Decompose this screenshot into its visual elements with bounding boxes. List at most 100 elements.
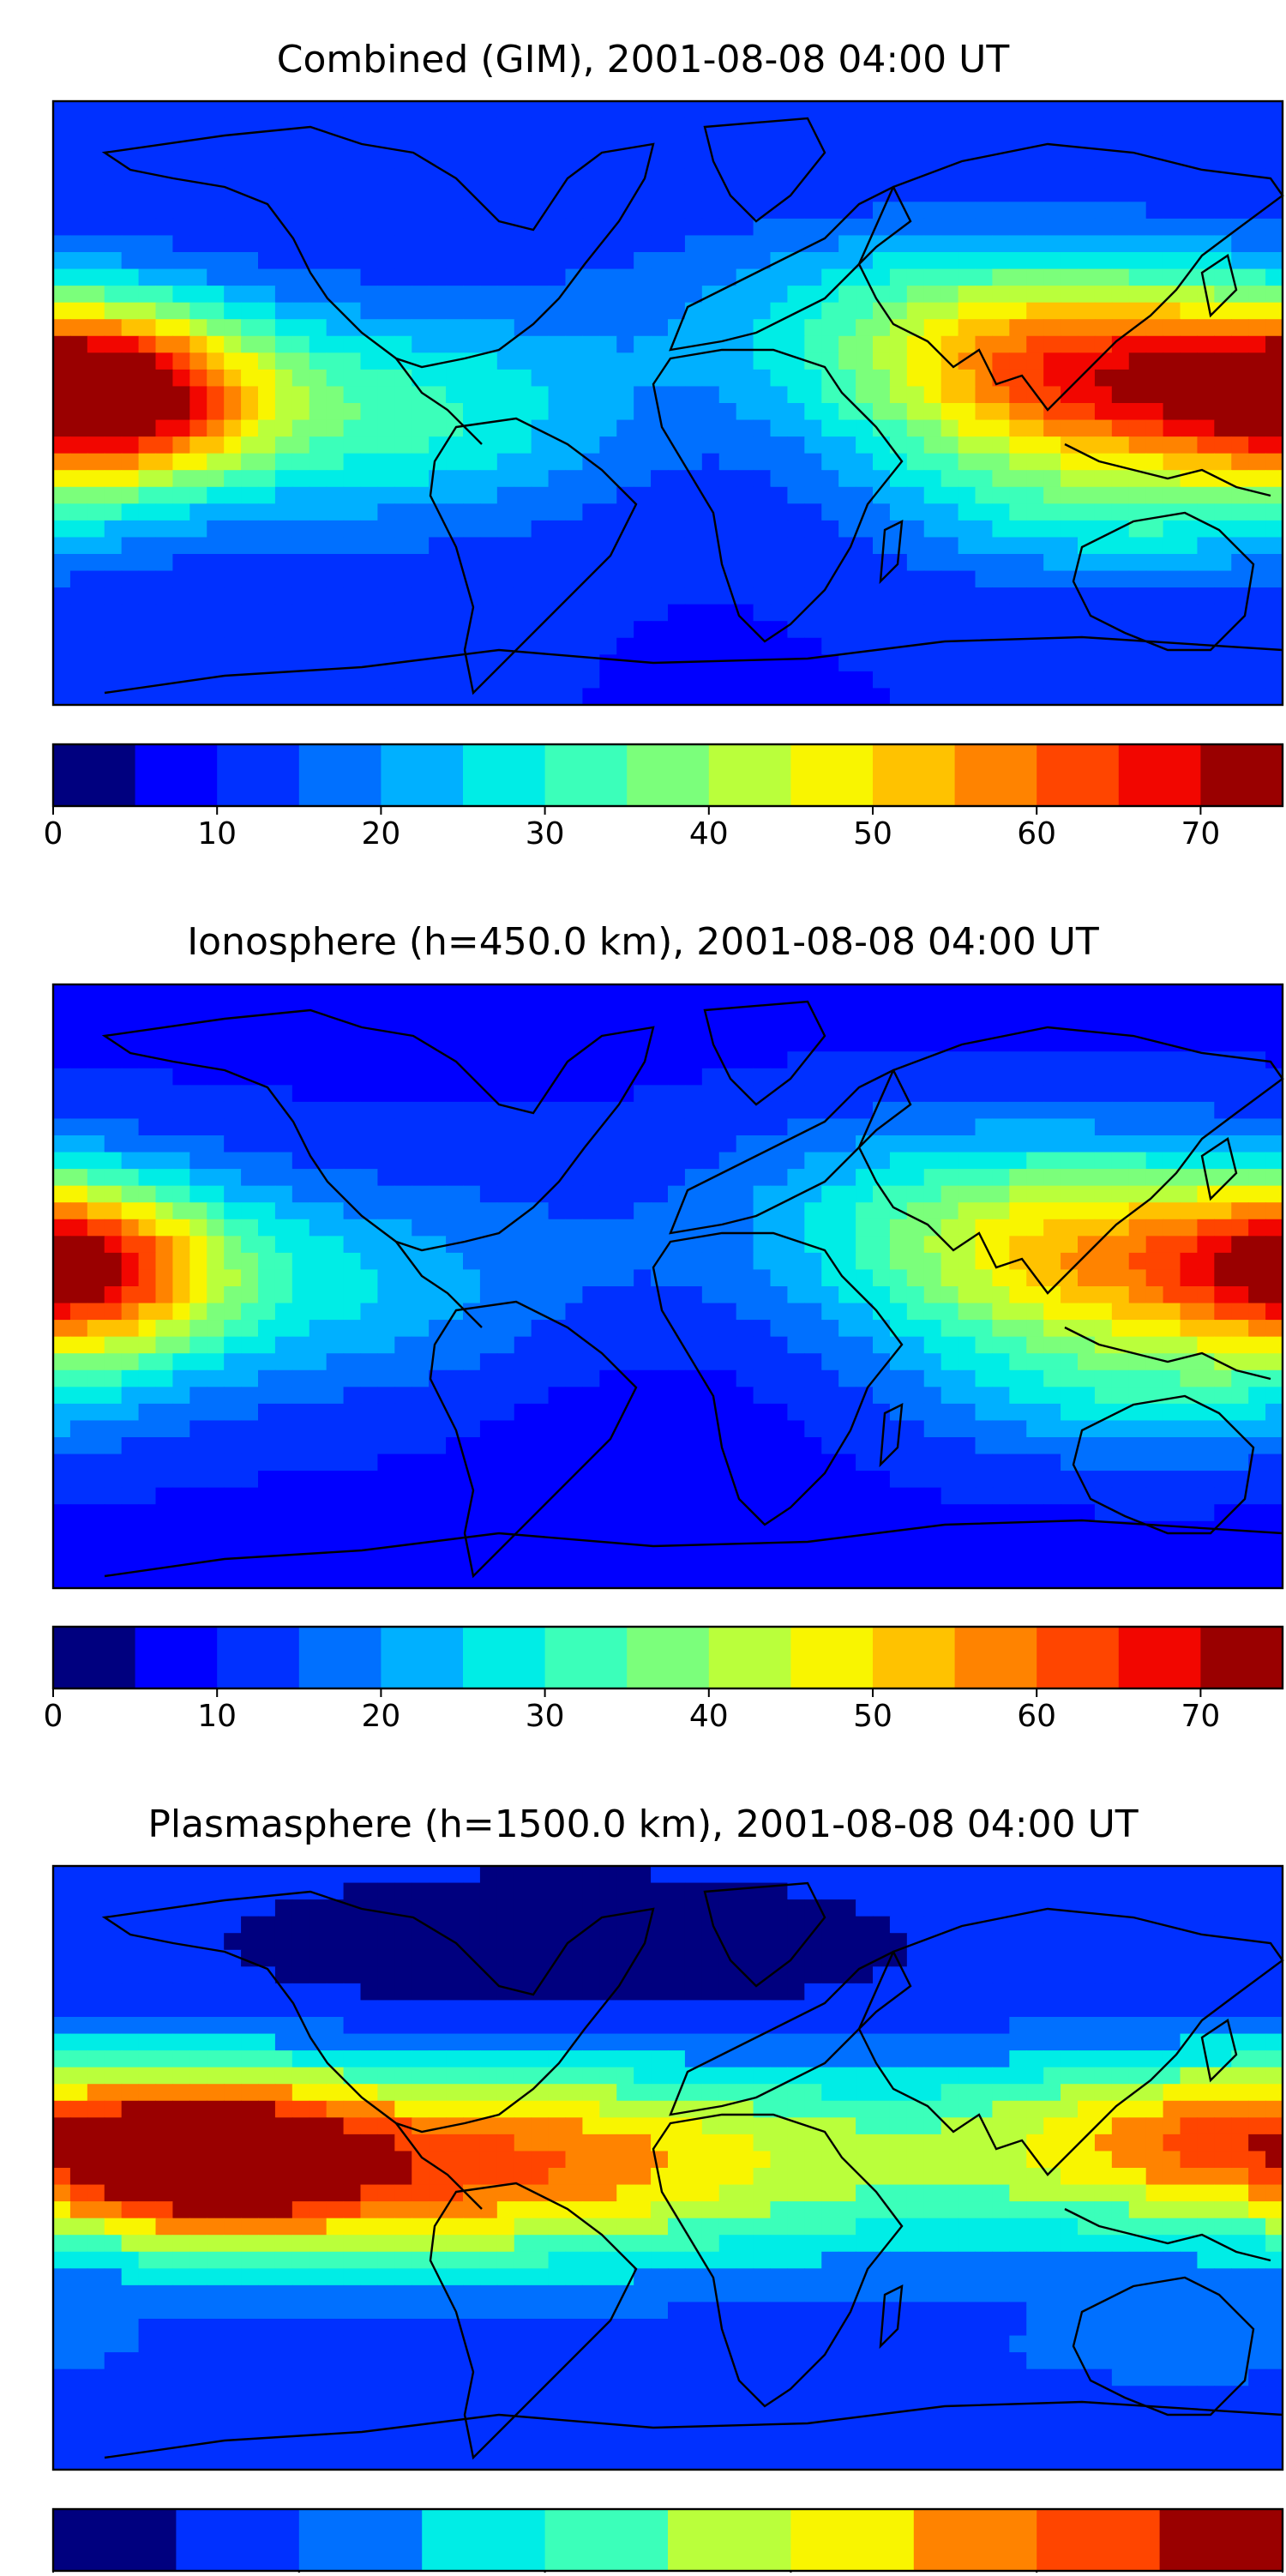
- heat-cell: [685, 1269, 703, 1286]
- heat-cell: [344, 101, 362, 118]
- heat-cell: [1026, 521, 1044, 538]
- heat-cell: [907, 352, 925, 370]
- heat-cell: [1043, 1253, 1061, 1270]
- heat-cell: [821, 269, 839, 286]
- heat-cell: [566, 1437, 584, 1454]
- heat-cell: [1231, 1504, 1249, 1521]
- heat-cell: [429, 1018, 447, 1035]
- heat-cell: [992, 319, 1010, 336]
- heat-cell: [189, 1353, 207, 1370]
- heat-cell: [941, 521, 959, 538]
- heat-cell: [70, 587, 88, 605]
- heat-cell: [172, 1051, 190, 1068]
- heat-cell: [514, 587, 532, 605]
- heat-cell: [1112, 1085, 1130, 1102]
- heat-cell: [582, 1068, 600, 1086]
- heat-cell: [1078, 303, 1096, 320]
- heat-cell: [446, 1269, 464, 1286]
- heat-cell: [1009, 1337, 1027, 1354]
- heat-cell: [70, 487, 88, 504]
- heat-cell: [87, 1102, 105, 1119]
- heat-cell: [1112, 487, 1130, 504]
- heat-cell: [958, 1186, 977, 1203]
- heat-cell: [941, 1420, 959, 1437]
- heat-cell: [122, 1320, 140, 1337]
- heat-cell: [856, 386, 874, 403]
- heat-cell: [634, 303, 652, 320]
- heat-cell: [651, 1219, 669, 1237]
- heat-cell: [771, 587, 789, 605]
- heat-cell: [1248, 503, 1266, 521]
- heat-cell: [172, 370, 190, 387]
- heat-cell: [1214, 403, 1232, 420]
- heat-cell: [634, 671, 652, 689]
- heat-cell: [924, 286, 942, 303]
- heat-cell: [1078, 202, 1096, 219]
- heat-cell: [754, 621, 772, 638]
- heat-cell: [53, 1169, 71, 1186]
- heat-cell: [685, 1118, 703, 1135]
- heat-cell: [53, 537, 71, 554]
- heat-cell: [1009, 671, 1027, 689]
- heat-cell: [480, 135, 498, 152]
- heat-cell: [105, 1437, 123, 1454]
- heat-cell: [1181, 1202, 1199, 1219]
- heat-cell: [582, 1085, 600, 1102]
- heat-cell: [856, 1051, 874, 1068]
- heat-cell: [1009, 1219, 1027, 1237]
- heat-cell: [172, 554, 190, 571]
- heat-cell: [1231, 688, 1249, 705]
- heat-cell: [105, 420, 123, 437]
- heat-cell: [1061, 202, 1079, 219]
- heat-cell: [361, 436, 379, 454]
- colorbar-tick-label: 40: [689, 816, 729, 852]
- heat-cell: [429, 1253, 447, 1270]
- heat-cell: [327, 537, 345, 554]
- heat-cell: [377, 454, 395, 471]
- heat-cell: [361, 1521, 379, 1538]
- heat-cell: [1214, 654, 1232, 671]
- heat-cell: [1095, 571, 1113, 588]
- heat-cell: [139, 1035, 157, 1052]
- heat-cell: [497, 420, 515, 437]
- heat-cell: [582, 1202, 600, 1219]
- heat-cell: [497, 571, 515, 588]
- heat-cell: [616, 336, 634, 353]
- heat-cell: [1095, 1051, 1113, 1068]
- heat-cell: [224, 638, 242, 655]
- heat-cell: [412, 1118, 430, 1135]
- heat-cell: [873, 587, 891, 605]
- heat-cell: [1146, 202, 1164, 219]
- heat-cell: [463, 1186, 481, 1203]
- heat-cell: [566, 537, 584, 554]
- heat-cell: [566, 521, 584, 538]
- heat-cell: [873, 1135, 891, 1153]
- heat-cell: [1214, 1169, 1232, 1186]
- heat-cell: [668, 235, 686, 252]
- heat-cell: [787, 1437, 805, 1454]
- heat-cell: [907, 1488, 925, 1505]
- heat-cell: [412, 1135, 430, 1153]
- heat-cell: [87, 219, 105, 236]
- heat-cell: [122, 101, 140, 118]
- heat-cell: [1265, 621, 1283, 638]
- heat-cell: [275, 1269, 293, 1286]
- heat-cell: [992, 1488, 1010, 1505]
- heat-cell: [224, 1102, 242, 1119]
- heat-cell: [480, 984, 498, 1002]
- heat-cell: [1197, 621, 1215, 638]
- heat-cell: [327, 168, 345, 185]
- heat-cell: [924, 1085, 942, 1102]
- heat-cell: [838, 1387, 856, 1404]
- heat-cell: [532, 235, 550, 252]
- heat-cell: [70, 605, 88, 622]
- heat-cell: [582, 1370, 600, 1387]
- heat-cell: [924, 537, 942, 554]
- heat-cell: [275, 1286, 293, 1303]
- heat-cell: [258, 1521, 276, 1538]
- heat-cell: [1026, 1488, 1044, 1505]
- heat-cell: [890, 621, 908, 638]
- heat-cell: [344, 152, 362, 169]
- heat-cell: [838, 1236, 856, 1253]
- heat-cell: [1231, 1169, 1249, 1186]
